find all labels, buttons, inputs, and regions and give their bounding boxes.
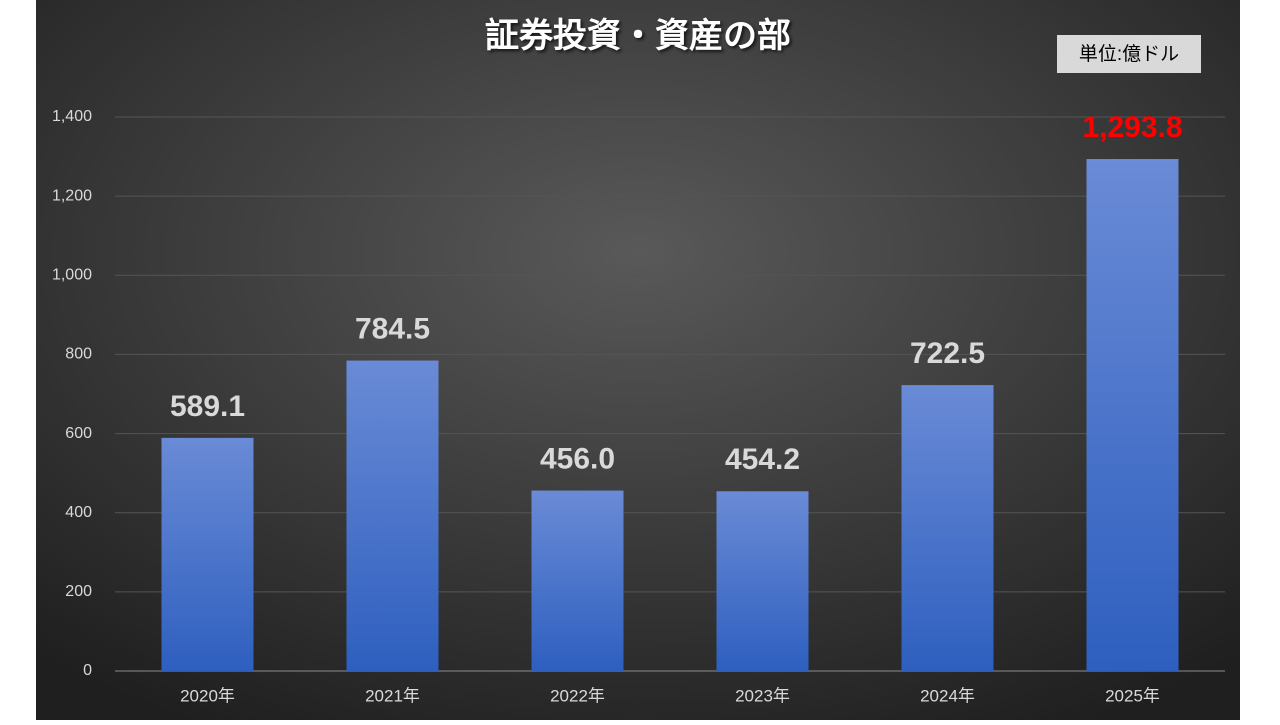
x-tick-label: 2021年 [365, 686, 420, 705]
bar [531, 490, 624, 671]
bar [901, 385, 994, 671]
y-tick-label: 200 [65, 583, 92, 600]
bar [161, 437, 254, 671]
x-tick-label: 2022年 [550, 686, 605, 705]
x-tick-label: 2020年 [180, 686, 235, 705]
value-label: 722.5 [910, 337, 985, 370]
bar [346, 360, 439, 671]
x-tick-label: 2023年 [735, 686, 790, 705]
value-label: 1,293.8 [1082, 111, 1182, 144]
y-tick-label: 600 [65, 425, 92, 442]
value-label: 456.0 [540, 442, 615, 475]
bar [716, 491, 809, 671]
value-label: 454.2 [725, 443, 800, 476]
x-tick-label: 2024年 [920, 686, 975, 705]
value-label: 784.5 [355, 312, 430, 345]
chart-title: 証券投資・資産の部 [485, 17, 791, 55]
bar [1086, 159, 1179, 672]
y-tick-label: 400 [65, 504, 92, 521]
y-tick-label: 1,200 [52, 187, 92, 204]
x-tick-label: 2025年 [1105, 686, 1160, 705]
y-tick-label: 1,000 [52, 267, 92, 284]
y-tick-label: 0 [83, 662, 92, 679]
plot-area: 0 200 400 600 800 1,000 1,200 1,400 2020年 589.1 20… [52, 108, 1225, 705]
unit-label: 単位:億ドル [1079, 43, 1179, 65]
y-tick-label: 800 [65, 346, 92, 363]
value-label: 589.1 [170, 390, 245, 423]
y-tick-label: 1,400 [52, 108, 92, 125]
unit-box [1057, 35, 1201, 73]
